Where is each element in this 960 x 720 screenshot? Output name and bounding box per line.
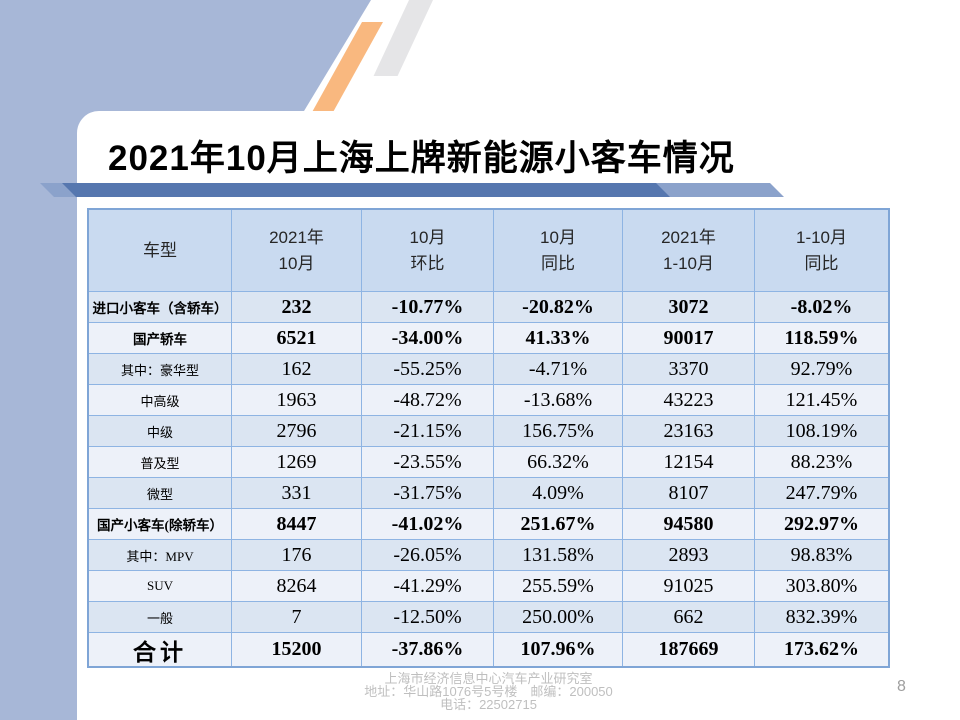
data-cell: 251.67% bbox=[494, 509, 623, 539]
data-cell: 292.97% bbox=[784, 512, 859, 535]
data-cell: -26.05% bbox=[362, 540, 494, 570]
data-cell: 43223 bbox=[623, 385, 755, 415]
data-cell: -31.75% bbox=[362, 478, 494, 508]
data-cell: 173.62% bbox=[784, 638, 859, 660]
data-cell: 90017 bbox=[623, 323, 755, 353]
row-label: 中高级 bbox=[89, 385, 232, 415]
data-cell: 156.75% bbox=[494, 416, 623, 446]
table-row: 中高级 1963 -48.72% -13.68% 43223 121.45% bbox=[89, 385, 888, 416]
data-cell: 2893 bbox=[623, 540, 755, 570]
data-cell: 250.00% bbox=[494, 602, 623, 632]
data-cell: 1269 bbox=[232, 447, 362, 477]
data-cell: 108.19% bbox=[785, 419, 858, 442]
data-cell: 8447 bbox=[232, 509, 362, 539]
data-cell: -37.86% bbox=[362, 633, 494, 666]
row-label: 中级 bbox=[89, 416, 232, 446]
data-cell: 187669 bbox=[623, 633, 755, 666]
page-title: 2021年10月上海上牌新能源小客车情况 bbox=[108, 139, 735, 178]
row-label: 一般 bbox=[89, 602, 232, 632]
data-cell: -10.77% bbox=[362, 292, 494, 322]
data-cell: 94580 bbox=[623, 509, 755, 539]
data-cell: 232 bbox=[232, 292, 362, 322]
data-cell: 12154 bbox=[623, 447, 755, 477]
row-label: 其中：MPV bbox=[89, 540, 232, 570]
data-cell: 176 bbox=[232, 540, 362, 570]
header-cell: 1-10月 同比 bbox=[795, 228, 848, 273]
data-cell: 88.23% bbox=[790, 450, 853, 473]
row-label: 普及型 bbox=[89, 447, 232, 477]
data-cell: 7 bbox=[232, 602, 362, 632]
data-cell: -48.72% bbox=[362, 385, 494, 415]
header-cell: 2021年 1-10月 bbox=[623, 210, 755, 291]
data-cell: -8.02% bbox=[790, 295, 853, 318]
footer-line: 地址：华山路1076号5号楼 邮编：200050 bbox=[364, 684, 613, 699]
data-cell: -4.71% bbox=[494, 354, 623, 384]
data-cell: 2796 bbox=[232, 416, 362, 446]
table-row: 其中：MPV 176 -26.05% 131.58% 2893 98.83% bbox=[89, 540, 888, 571]
table-total-row: 合计 15200 -37.86% 107.96% 187669 173.62% bbox=[89, 633, 888, 666]
footer-line: 电话：22502715 bbox=[440, 697, 537, 712]
data-cell: -41.02% bbox=[362, 509, 494, 539]
data-cell: 832.39% bbox=[785, 605, 858, 628]
data-cell: -41.29% bbox=[362, 571, 494, 601]
data-cell: 15200 bbox=[232, 633, 362, 666]
data-cell: 8107 bbox=[623, 478, 755, 508]
footer-line: 上海市经济信息中心汽车产业研究室 bbox=[384, 671, 593, 686]
table-row: 国产轿车 6521 -34.00% 41.33% 90017 118.59% bbox=[89, 323, 888, 354]
table-row: 进口小客车（含轿车） 232 -10.77% -20.82% 3072 -8.0… bbox=[89, 292, 888, 323]
data-cell: 3370 bbox=[623, 354, 755, 384]
header-cell: 2021年 10月 bbox=[232, 210, 362, 291]
header-cell: 车型 bbox=[89, 210, 232, 291]
table-row: 国产小客车(除轿车） 8447 -41.02% 251.67% 94580 29… bbox=[89, 509, 888, 540]
data-cell: 91025 bbox=[623, 571, 755, 601]
title-underline-dark-segment bbox=[62, 183, 670, 197]
page-number: 8 bbox=[897, 678, 906, 695]
data-cell: -12.50% bbox=[362, 602, 494, 632]
data-cell: -13.68% bbox=[494, 385, 623, 415]
data-cell: 247.79% bbox=[785, 481, 858, 504]
data-cell: 118.59% bbox=[784, 326, 859, 349]
data-cell: -34.00% bbox=[362, 323, 494, 353]
row-label: 国产轿车 bbox=[89, 323, 232, 353]
table-row: SUV 8264 -41.29% 255.59% 91025 303.80% bbox=[89, 571, 888, 602]
data-cell: 1963 bbox=[232, 385, 362, 415]
data-cell: 98.83% bbox=[790, 543, 853, 566]
row-label: SUV bbox=[89, 571, 232, 601]
table-row: 一般 7 -12.50% 250.00% 662 832.39% bbox=[89, 602, 888, 633]
data-cell: 66.32% bbox=[494, 447, 623, 477]
data-cell: 41.33% bbox=[494, 323, 623, 353]
table-row: 微型 331 -31.75% 4.09% 8107 247.79% bbox=[89, 478, 888, 509]
slide-footer: 上海市经济信息中心汽车产业研究室 地址：华山路1076号5号楼 邮编：20005… bbox=[87, 672, 890, 711]
data-cell: 92.79% bbox=[790, 357, 853, 380]
row-label: 微型 bbox=[89, 478, 232, 508]
table-row: 中级 2796 -21.15% 156.75% 23163 108.19% bbox=[89, 416, 888, 447]
data-cell: 331 bbox=[232, 478, 362, 508]
row-label: 合计 bbox=[89, 633, 232, 666]
data-cell: 107.96% bbox=[494, 633, 623, 666]
data-cell: 121.45% bbox=[785, 388, 858, 411]
table-header-row: 车型 2021年 10月 10月 环比 10月 同比 2021年 1-10月 1-10月… bbox=[89, 210, 888, 292]
data-cell: -23.55% bbox=[362, 447, 494, 477]
header-cell: 10月 环比 bbox=[362, 210, 494, 291]
data-cell: 6521 bbox=[232, 323, 362, 353]
header-cell: 10月 同比 bbox=[494, 210, 623, 291]
data-cell: -20.82% bbox=[494, 292, 623, 322]
data-cell: 23163 bbox=[623, 416, 755, 446]
data-cell: -55.25% bbox=[362, 354, 494, 384]
data-cell: 131.58% bbox=[494, 540, 623, 570]
data-cell: 8264 bbox=[232, 571, 362, 601]
row-label: 进口小客车（含轿车） bbox=[89, 292, 232, 322]
data-cell: 3072 bbox=[623, 292, 755, 322]
table-row: 其中：豪华型 162 -55.25% -4.71% 3370 92.79% bbox=[89, 354, 888, 385]
row-label: 其中：豪华型 bbox=[89, 354, 232, 384]
data-cell: 4.09% bbox=[494, 478, 623, 508]
data-cell: 255.59% bbox=[494, 571, 623, 601]
table-row: 普及型 1269 -23.55% 66.32% 12154 88.23% bbox=[89, 447, 888, 478]
vehicle-data-table: 车型 2021年 10月 10月 环比 10月 同比 2021年 1-10月 1-10月… bbox=[87, 208, 890, 668]
data-cell: -21.15% bbox=[362, 416, 494, 446]
row-label: 国产小客车(除轿车） bbox=[89, 509, 232, 539]
data-cell: 162 bbox=[232, 354, 362, 384]
data-cell: 303.80% bbox=[785, 574, 858, 597]
data-cell: 662 bbox=[623, 602, 755, 632]
